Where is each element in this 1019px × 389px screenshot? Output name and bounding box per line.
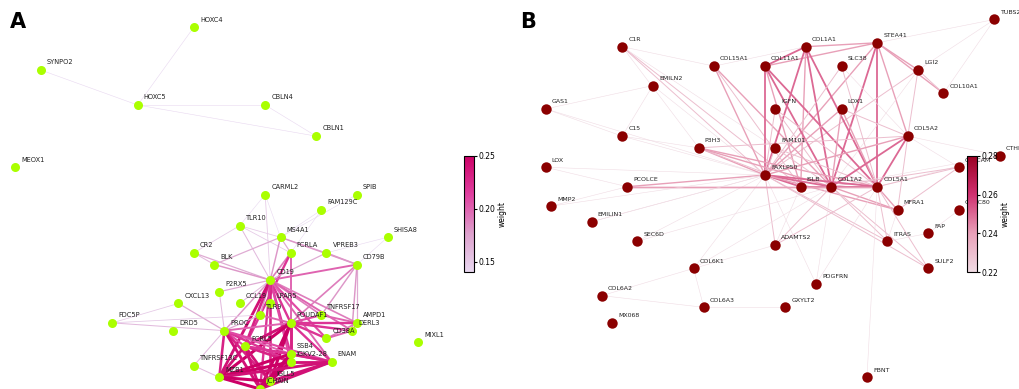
Text: CD38A: CD38A <box>332 328 355 334</box>
Text: COL1A2: COL1A2 <box>837 177 862 182</box>
Text: SYNPO2: SYNPO2 <box>47 60 73 65</box>
Text: SULF2: SULF2 <box>933 259 953 264</box>
Text: P2RX5: P2RX5 <box>225 281 247 287</box>
Text: JCHAIN: JCHAIN <box>266 378 288 384</box>
Text: CD19: CD19 <box>276 270 294 275</box>
Text: EMILN2: EMILN2 <box>658 76 682 81</box>
Text: MEOX1: MEOX1 <box>21 157 45 163</box>
Text: CCDC80: CCDC80 <box>964 200 989 205</box>
Text: SPIB: SPIB <box>363 184 377 190</box>
Text: FCRLA: FCRLA <box>297 242 318 248</box>
Text: CR2: CR2 <box>200 242 213 248</box>
Text: CCL19: CCL19 <box>246 293 267 299</box>
Text: IGFN: IGFN <box>781 99 796 104</box>
Text: CBLN1: CBLN1 <box>322 126 343 131</box>
Text: COL11A1: COL11A1 <box>770 56 799 61</box>
Text: FDC5P: FDC5P <box>118 312 140 318</box>
Text: LPAR5: LPAR5 <box>276 293 297 299</box>
Text: BLK: BLK <box>220 254 232 260</box>
Text: PDGFRN: PDGFRN <box>821 274 847 279</box>
Text: COL10A1: COL10A1 <box>949 84 977 89</box>
Text: COL6A3: COL6A3 <box>709 298 735 303</box>
Text: HOXC4: HOXC4 <box>200 17 222 23</box>
Text: A: A <box>10 12 26 32</box>
Text: TUBS2: TUBS2 <box>1000 10 1019 15</box>
Text: TLR9: TLR9 <box>266 305 282 310</box>
Text: EMILIN1: EMILIN1 <box>597 212 623 217</box>
Text: MFRA1: MFRA1 <box>903 200 924 205</box>
Text: CARML2: CARML2 <box>271 184 299 190</box>
Text: FCRL5: FCRL5 <box>251 336 271 342</box>
Text: TNFRSF17: TNFRSF17 <box>327 305 361 310</box>
Text: LOX: LOX <box>551 158 564 163</box>
Text: CERCAM: CERCAM <box>964 158 990 163</box>
Text: GXYLT2: GXYLT2 <box>791 298 814 303</box>
Y-axis label: weight: weight <box>497 201 506 227</box>
Text: CD79B: CD79B <box>363 254 385 260</box>
Text: TLR10: TLR10 <box>246 215 266 221</box>
Text: MX068: MX068 <box>618 313 639 318</box>
Text: COL5A2: COL5A2 <box>913 126 938 131</box>
Text: SSB4: SSB4 <box>297 343 314 349</box>
Text: SEC6D: SEC6D <box>643 231 663 237</box>
Text: FBNT: FBNT <box>872 368 889 373</box>
Text: LOX1: LOX1 <box>847 99 863 104</box>
Text: ITRAS: ITRAS <box>893 231 911 237</box>
Text: TNFRSF13C: TNFRSF13C <box>200 355 237 361</box>
Text: DRD5: DRD5 <box>179 320 199 326</box>
Text: ENAM: ENAM <box>337 351 357 357</box>
Text: FAM101: FAM101 <box>781 138 805 143</box>
Text: ADAMTS2: ADAMTS2 <box>781 235 811 240</box>
Text: FAM129C: FAM129C <box>327 200 358 205</box>
Text: MZB1: MZB1 <box>225 367 244 373</box>
Text: PCOLCE: PCOLCE <box>633 177 657 182</box>
Text: CBLN4: CBLN4 <box>271 95 292 100</box>
Text: PROC: PROC <box>230 320 249 326</box>
Text: IGLL5: IGLL5 <box>276 371 294 377</box>
Text: STEA41: STEA41 <box>882 33 906 38</box>
Text: CXCL13: CXCL13 <box>184 293 210 299</box>
Text: VPREB3: VPREB3 <box>332 242 358 248</box>
Text: POUDAF1: POUDAF1 <box>297 312 328 318</box>
Text: COL5A1: COL5A1 <box>882 177 907 182</box>
Text: B: B <box>520 12 536 32</box>
Text: LGI2: LGI2 <box>923 60 937 65</box>
Text: CTHRC1: CTHRC1 <box>1005 146 1019 151</box>
Text: DERL3: DERL3 <box>358 320 379 326</box>
Text: MS4A1: MS4A1 <box>286 227 309 233</box>
Text: IGKV2-28: IGKV2-28 <box>297 351 327 357</box>
Text: COL6K1: COL6K1 <box>699 259 723 264</box>
Text: C1R: C1R <box>628 37 640 42</box>
Y-axis label: weight: weight <box>1000 201 1009 227</box>
Text: FAXLP50: FAXLP50 <box>770 165 797 170</box>
Text: SHISA8: SHISA8 <box>393 227 417 233</box>
Text: GAS1: GAS1 <box>551 99 569 104</box>
Text: FAP: FAP <box>933 224 945 229</box>
Text: MMP2: MMP2 <box>556 196 575 202</box>
Text: AMPD1: AMPD1 <box>363 312 386 318</box>
Text: COL6A2: COL6A2 <box>607 286 633 291</box>
Text: HOXC5: HOXC5 <box>144 95 166 100</box>
Text: SLC38: SLC38 <box>847 56 866 61</box>
Text: C15: C15 <box>628 126 640 131</box>
Text: ISLB: ISLB <box>806 177 819 182</box>
Text: COL15A1: COL15A1 <box>719 56 748 61</box>
Text: MIXL1: MIXL1 <box>424 332 443 338</box>
Text: P3H3: P3H3 <box>704 138 720 143</box>
Text: COL1A1: COL1A1 <box>811 37 836 42</box>
